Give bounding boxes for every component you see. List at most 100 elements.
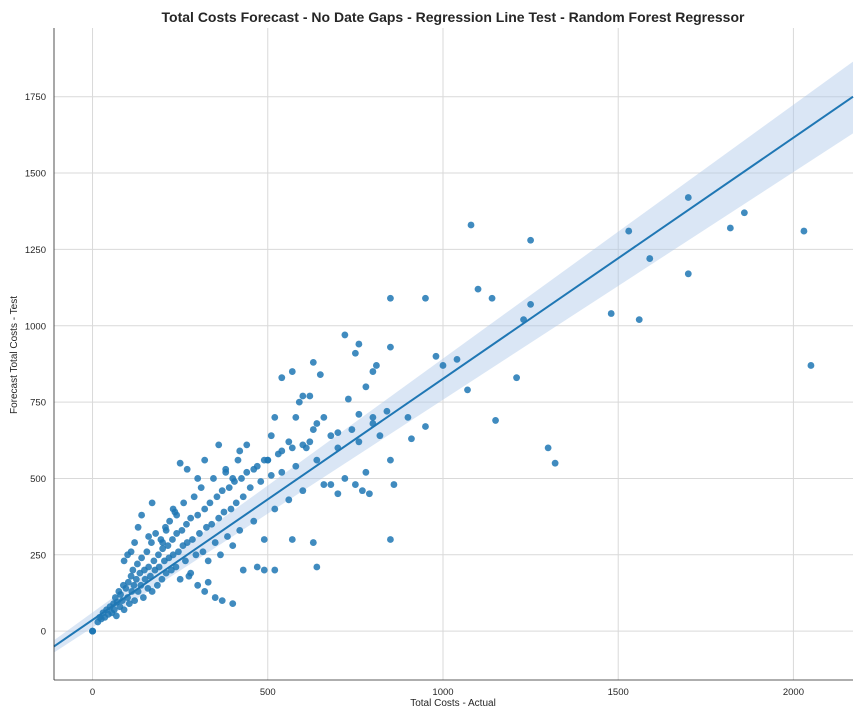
data-point (130, 581, 138, 589)
data-point (453, 355, 461, 363)
data-point (243, 441, 251, 449)
confidence-band (54, 61, 853, 653)
x-tick-label: 0 (90, 687, 95, 698)
data-point (253, 563, 261, 571)
data-point (422, 294, 429, 302)
data-point (292, 413, 300, 421)
data-point (355, 340, 363, 348)
y-axis-label: Forecast Total Costs - Test (9, 296, 20, 414)
data-point (260, 566, 268, 574)
data-point (222, 468, 230, 476)
data-point (158, 575, 166, 583)
data-point (313, 563, 321, 571)
data-point (387, 343, 394, 351)
data-point (316, 371, 324, 379)
data-point (204, 578, 212, 586)
data-point (800, 227, 808, 235)
y-tick-label: 250 (30, 550, 46, 561)
y-tick-label: 750 (30, 398, 46, 409)
data-point (320, 413, 328, 421)
data-point (145, 533, 153, 540)
data-point (387, 536, 394, 543)
data-point (355, 410, 363, 418)
data-point (267, 471, 275, 479)
data-point (278, 468, 286, 476)
data-point (201, 588, 209, 595)
data-point (726, 224, 734, 232)
data-point (334, 490, 342, 498)
data-point (376, 432, 384, 440)
data-point (143, 548, 151, 556)
data-point (306, 392, 314, 400)
data-point (271, 505, 279, 513)
x-tick-label: 1000 (432, 687, 453, 698)
data-point (172, 563, 180, 571)
data-point (390, 481, 398, 488)
data-point (176, 575, 184, 583)
data-point (176, 459, 184, 467)
data-point (178, 526, 186, 534)
data-point (320, 481, 328, 488)
data-point (194, 581, 202, 589)
data-point (408, 435, 415, 443)
data-point (159, 539, 167, 546)
data-point (684, 194, 692, 201)
data-point (551, 459, 559, 467)
regression-line (53, 95, 854, 648)
data-point (327, 481, 335, 488)
data-point (148, 499, 156, 507)
data-point (197, 484, 205, 492)
data-point (288, 368, 296, 375)
data-point (740, 209, 748, 217)
data-point (138, 554, 146, 562)
data-point (271, 566, 279, 574)
data-point (488, 294, 496, 302)
data-point (292, 462, 300, 470)
data-point (439, 362, 447, 369)
data-point (159, 545, 167, 553)
data-point (153, 581, 161, 589)
data-point (313, 456, 321, 464)
data-point (309, 358, 317, 366)
data-point (169, 551, 177, 559)
data-point (89, 627, 96, 635)
data-point (183, 520, 190, 528)
data-point (299, 487, 307, 495)
data-point (169, 536, 176, 543)
data-point (120, 606, 128, 614)
data-point (513, 374, 520, 382)
y-tick-label: 1500 (25, 169, 46, 180)
data-point (190, 493, 198, 501)
data-point (267, 432, 275, 440)
data-point (169, 505, 177, 513)
data-point (132, 575, 140, 583)
data-point (260, 536, 268, 543)
data-point (527, 300, 534, 308)
data-point (131, 597, 139, 604)
data-point (187, 514, 195, 522)
data-point (220, 508, 228, 516)
data-point (474, 285, 482, 293)
data-point (227, 505, 235, 513)
data-point (250, 517, 258, 525)
data-point (295, 398, 303, 406)
data-point (125, 600, 133, 608)
data-point (129, 566, 137, 574)
data-point (299, 392, 307, 400)
data-point (492, 417, 499, 424)
data-point (213, 493, 221, 501)
chart-title: Total Costs Forecast - No Date Gaps - Re… (162, 9, 745, 25)
data-point (404, 413, 412, 421)
data-point (467, 221, 475, 229)
data-point (341, 475, 349, 482)
data-point (187, 569, 195, 577)
data-point (285, 496, 293, 504)
data-point (224, 533, 231, 540)
data-point (155, 551, 162, 559)
data-point (117, 591, 124, 598)
confidence-interval-band (54, 61, 853, 653)
data-point (218, 487, 226, 495)
data-point (110, 606, 118, 614)
data-point (199, 548, 207, 556)
data-point (351, 481, 359, 488)
